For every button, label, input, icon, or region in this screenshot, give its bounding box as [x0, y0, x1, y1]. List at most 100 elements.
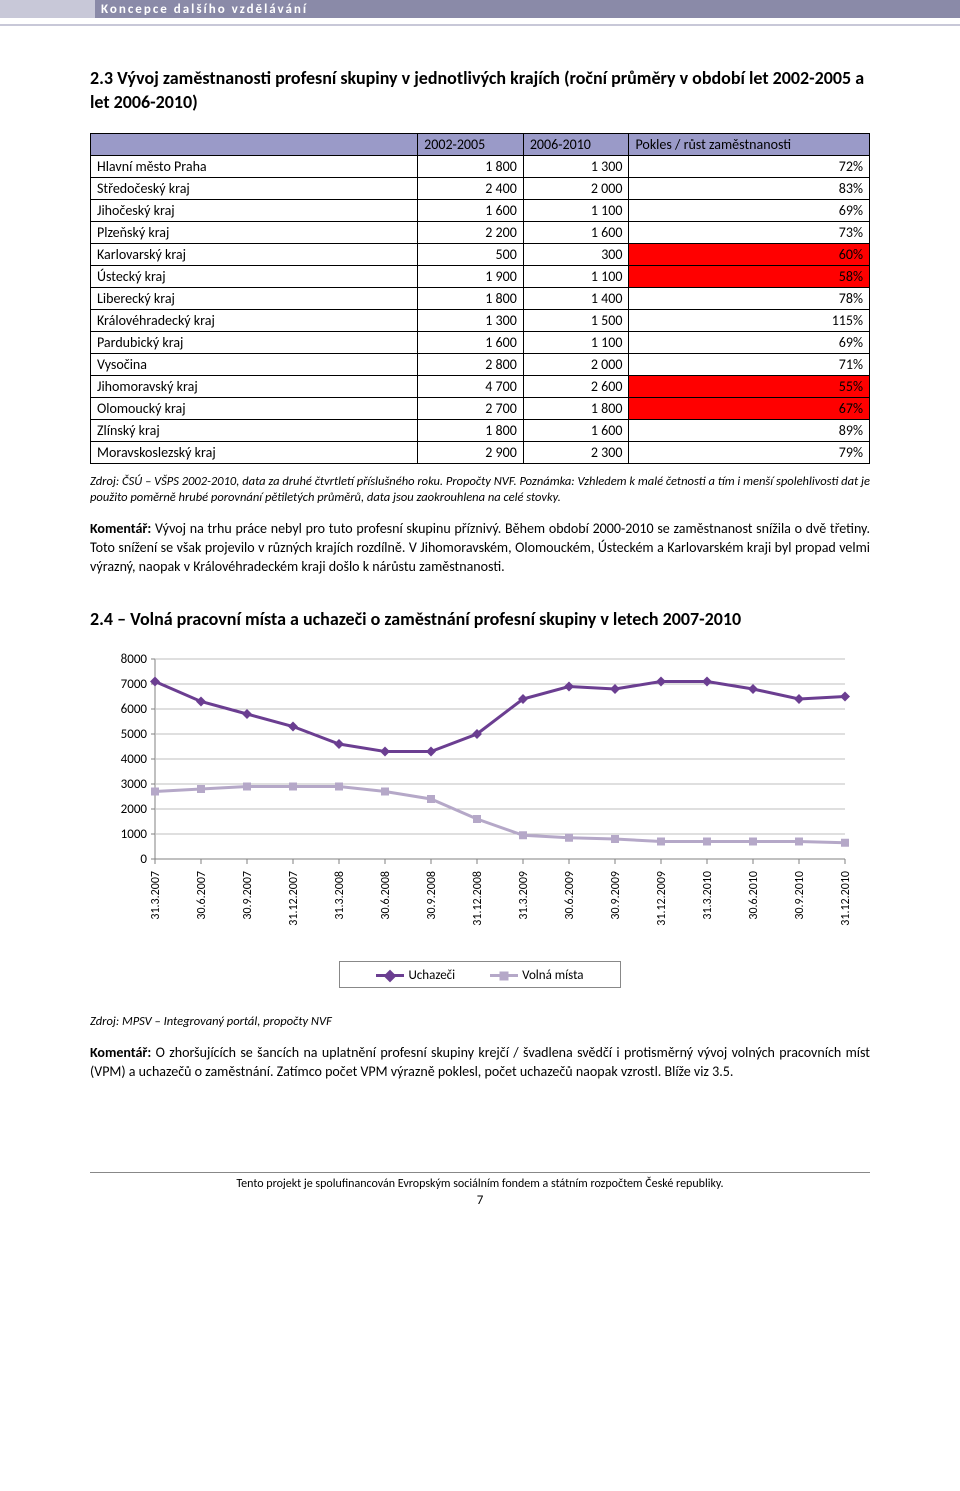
value-2006-cell: 1 500 [523, 309, 629, 331]
svg-text:30.6.2007: 30.6.2007 [195, 871, 209, 920]
region-cell: Středočeský kraj [91, 177, 418, 199]
region-cell: Hlavní město Praha [91, 155, 418, 177]
table-row: Moravskoslezský kraj2 9002 30079% [91, 441, 870, 463]
region-cell: Pardubický kraj [91, 331, 418, 353]
svg-text:30.9.2007: 30.9.2007 [241, 871, 255, 920]
pct-cell: 60% [629, 243, 870, 265]
table-row: Pardubický kraj1 6001 10069% [91, 331, 870, 353]
svg-text:31.3.2008: 31.3.2008 [333, 871, 347, 920]
value-2006-cell: 2 000 [523, 177, 629, 199]
pct-cell: 58% [629, 265, 870, 287]
pct-cell: 72% [629, 155, 870, 177]
region-cell: Ústecký kraj [91, 265, 418, 287]
value-2002-cell: 2 200 [418, 221, 524, 243]
svg-text:0: 0 [140, 852, 147, 867]
svg-text:7000: 7000 [121, 677, 148, 692]
value-2002-cell: 2 900 [418, 441, 524, 463]
svg-text:31.12.2010: 31.12.2010 [839, 871, 853, 926]
section-2-3-comment: Komentář: Vývoj na trhu práce nebyl pro … [90, 520, 870, 577]
section-2-4-comment: Komentář: O zhoršujících se šancích na u… [90, 1044, 870, 1082]
value-2006-cell: 1 300 [523, 155, 629, 177]
table-row: Zlínský kraj1 8001 60089% [91, 419, 870, 441]
table-row: Středočeský kraj2 4002 00083% [91, 177, 870, 199]
pct-cell: 115% [629, 309, 870, 331]
comment-body-2: O zhoršujících se šancích na uplatnění p… [90, 1044, 870, 1080]
value-2006-cell: 1 100 [523, 265, 629, 287]
section-2-3-title: 2.3 Vývoj zaměstnanosti profesní skupiny… [90, 66, 870, 115]
svg-text:30.6.2008: 30.6.2008 [379, 871, 393, 920]
comment-label: Komentář: [90, 520, 151, 537]
value-2006-cell: 300 [523, 243, 629, 265]
svg-text:30.6.2009: 30.6.2009 [563, 871, 577, 920]
svg-text:30.9.2010: 30.9.2010 [793, 871, 807, 920]
pct-cell: 79% [629, 441, 870, 463]
table-row: Plzeňský kraj2 2001 60073% [91, 221, 870, 243]
legend-item-volna: Volná místa [490, 968, 583, 983]
legend-label-uchazeci: Uchazeči [408, 968, 455, 983]
region-cell: Olomoucký kraj [91, 397, 418, 419]
svg-text:31.12.2007: 31.12.2007 [287, 871, 301, 926]
pct-cell: 89% [629, 419, 870, 441]
table-row: Ústecký kraj1 9001 10058% [91, 265, 870, 287]
region-cell: Moravskoslezský kraj [91, 441, 418, 463]
legend-item-uchazeci: Uchazeči [376, 968, 455, 983]
page-number: 7 [0, 1193, 960, 1208]
region-cell: Liberecký kraj [91, 287, 418, 309]
value-2006-cell: 2 000 [523, 353, 629, 375]
region-cell: Vysočina [91, 353, 418, 375]
svg-text:31.12.2008: 31.12.2008 [471, 871, 485, 926]
value-2006-cell: 1 400 [523, 287, 629, 309]
svg-text:1000: 1000 [121, 827, 148, 842]
table-header-row: 2002-2005 2006-2010 Pokles / růst zaměst… [91, 133, 870, 155]
table-header-pct: Pokles / růst zaměstnanosti [629, 133, 870, 155]
pct-cell: 83% [629, 177, 870, 199]
pct-cell: 69% [629, 331, 870, 353]
svg-text:8000: 8000 [121, 652, 148, 667]
region-cell: Karlovarský kraj [91, 243, 418, 265]
pct-cell: 67% [629, 397, 870, 419]
table-header-2002: 2002-2005 [418, 133, 524, 155]
legend-label-volna: Volná místa [522, 968, 583, 983]
comment-body: Vývoj na trhu práce nebyl pro tuto profe… [90, 520, 870, 575]
legend-marker-diamond [376, 974, 404, 977]
chart-source-note: Zdroj: MPSV – Integrovaný portál, propoč… [90, 1014, 870, 1030]
region-cell: Zlínský kraj [91, 419, 418, 441]
svg-text:31.3.2009: 31.3.2009 [517, 871, 531, 920]
value-2002-cell: 4 700 [418, 375, 524, 397]
header-banner-text: Koncepce dalšího vzdělávání [95, 2, 308, 17]
value-2002-cell: 1 600 [418, 199, 524, 221]
svg-text:31.3.2010: 31.3.2010 [701, 871, 715, 920]
svg-text:31.3.2007: 31.3.2007 [149, 871, 163, 920]
svg-text:6000: 6000 [121, 702, 148, 717]
svg-text:4000: 4000 [121, 752, 148, 767]
section-2-4-title: 2.4 – Volná pracovní místa a uchazeči o … [90, 607, 870, 631]
table-row: Karlovarský kraj50030060% [91, 243, 870, 265]
pct-cell: 69% [629, 199, 870, 221]
chart-legend: Uchazeči Volná místa [339, 961, 620, 988]
svg-text:30.9.2009: 30.9.2009 [609, 871, 623, 920]
header-underline [0, 24, 960, 26]
value-2002-cell: 1 900 [418, 265, 524, 287]
table-row: Jihočeský kraj1 6001 10069% [91, 199, 870, 221]
line-chart: 01000200030004000500060007000800031.3.20… [95, 649, 865, 949]
value-2006-cell: 1 100 [523, 199, 629, 221]
header-banner: Koncepce dalšího vzdělávání [0, 0, 960, 18]
table-source-note: Zdroj: ČSÚ – VŠPS 2002-2010, data za dru… [90, 474, 870, 507]
value-2006-cell: 1 100 [523, 331, 629, 353]
pct-cell: 78% [629, 287, 870, 309]
pct-cell: 55% [629, 375, 870, 397]
legend-marker-square [490, 974, 518, 977]
table-row: Královéhradecký kraj1 3001 500115% [91, 309, 870, 331]
value-2006-cell: 2 600 [523, 375, 629, 397]
region-cell: Jihomoravský kraj [91, 375, 418, 397]
value-2006-cell: 1 800 [523, 397, 629, 419]
svg-text:5000: 5000 [121, 727, 148, 742]
svg-text:2000: 2000 [121, 802, 148, 817]
table-row: Jihomoravský kraj4 7002 60055% [91, 375, 870, 397]
value-2002-cell: 1 600 [418, 331, 524, 353]
table-row: Olomoucký kraj2 7001 80067% [91, 397, 870, 419]
value-2006-cell: 1 600 [523, 221, 629, 243]
value-2002-cell: 2 400 [418, 177, 524, 199]
svg-text:31.12.2009: 31.12.2009 [655, 871, 669, 926]
value-2002-cell: 1 800 [418, 287, 524, 309]
